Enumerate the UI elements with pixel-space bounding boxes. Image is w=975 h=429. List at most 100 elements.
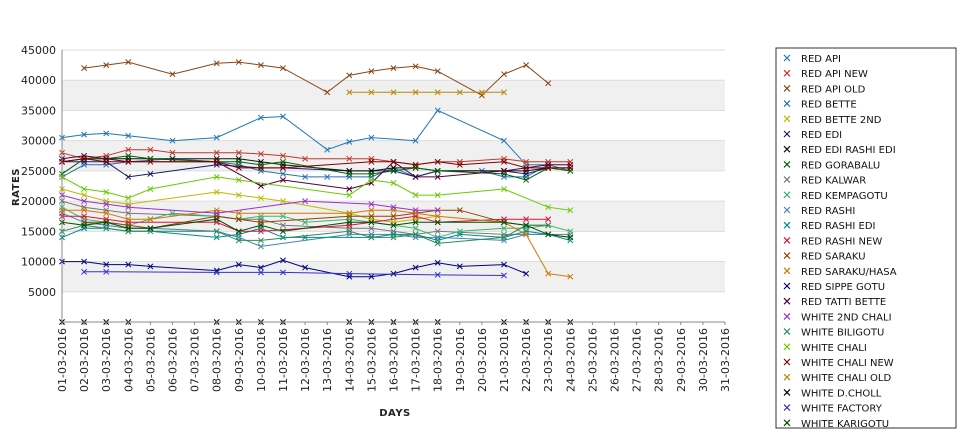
legend-label: RED TATTI BETTE [801, 297, 886, 308]
data-point [567, 234, 574, 241]
data-point [368, 89, 375, 96]
data-point [103, 210, 110, 217]
legend-marker [783, 84, 791, 92]
grid-band [62, 261, 725, 292]
data-point [125, 216, 132, 223]
data-point [125, 152, 132, 159]
legend-item: RED EDI RASHI EDI [783, 145, 896, 156]
legend-marker [783, 54, 791, 62]
data-point [545, 270, 552, 277]
x-tick-label: 14-03-2016 [343, 328, 356, 392]
series-red-bette-2nd [59, 186, 441, 226]
data-point [81, 192, 88, 199]
data-point [368, 273, 375, 280]
data-point [125, 158, 132, 165]
data-point [456, 207, 463, 214]
series-white-chali [59, 173, 574, 214]
data-point [147, 170, 154, 177]
data-point [501, 167, 507, 174]
data-point [368, 134, 375, 141]
data-point [213, 210, 220, 217]
series-line [61, 158, 571, 169]
y-tick-label: 25000 [21, 165, 56, 178]
data-point [456, 231, 463, 238]
data-point [390, 270, 397, 277]
legend-marker [783, 358, 791, 366]
data-point [412, 63, 419, 70]
legend-marker [783, 236, 791, 244]
x-tick-label: 11-03-2016 [277, 328, 290, 392]
data-point [280, 213, 286, 220]
x-tick-label: 28-03-2016 [653, 328, 666, 392]
legend-marker [783, 145, 791, 153]
data-point [169, 149, 176, 156]
data-point [412, 192, 419, 199]
data-point [169, 137, 176, 144]
data-point [81, 198, 88, 205]
data-point [324, 146, 331, 153]
data-point [434, 89, 441, 96]
series-line [84, 61, 549, 96]
data-point [390, 180, 397, 186]
legend-item: RED RASHI [783, 206, 855, 217]
data-point [523, 164, 530, 171]
data-point [456, 263, 463, 270]
data-point [302, 155, 309, 162]
legend-item: WHITE CHALI NEW [783, 358, 894, 369]
legend-label: WHITE BILIGOTU [801, 328, 884, 339]
series-line [62, 259, 527, 278]
series-line [84, 271, 505, 276]
data-point [523, 62, 530, 69]
data-point [147, 158, 154, 165]
x-tick-label: 08-03-2016 [211, 328, 224, 392]
data-point [412, 231, 419, 238]
legend-item: RED KEMPAGOTU [783, 191, 888, 202]
data-point [213, 228, 220, 235]
legend-label: WHITE CHALI NEW [801, 358, 894, 369]
legend-item: RED GORABALU [783, 160, 880, 171]
data-point [213, 134, 220, 141]
legend-label: RED SIPPE GOTU [801, 282, 885, 293]
data-point [545, 204, 552, 211]
data-point [103, 219, 110, 226]
data-point [213, 189, 220, 195]
series-white-chali-new [59, 155, 574, 171]
data-point [501, 272, 507, 279]
legend-label: WHITE CHALI [801, 343, 867, 354]
data-point [434, 259, 441, 266]
data-point [346, 170, 353, 177]
x-tick-label: 23-03-2016 [542, 328, 555, 392]
data-point [147, 216, 154, 223]
data-point [412, 225, 419, 232]
data-point [213, 234, 220, 241]
legend-label: RED KEMPAGOTU [801, 191, 888, 202]
data-point [169, 210, 176, 217]
data-point [412, 219, 419, 226]
data-point [346, 270, 353, 277]
data-point [235, 228, 242, 235]
data-point [257, 228, 264, 235]
data-point [169, 71, 176, 78]
data-point [125, 173, 132, 180]
data-point [169, 155, 176, 162]
x-tick-label: 31-03-2016 [719, 328, 732, 392]
legend-marker [783, 282, 791, 290]
data-point [346, 219, 353, 226]
data-point [390, 167, 397, 174]
data-point [346, 210, 353, 217]
data-point [346, 155, 353, 162]
data-point [125, 146, 132, 153]
data-point [213, 149, 220, 156]
legend-marker [783, 221, 791, 229]
data-point [412, 264, 419, 271]
y-tick-label: 30000 [21, 135, 56, 148]
data-point [213, 269, 220, 276]
data-point [434, 207, 441, 214]
data-point [125, 225, 132, 232]
data-point [280, 113, 286, 120]
legend-item: RED SARAKU/HASA [783, 267, 897, 278]
legend-item: RED BETTE 2ND [783, 115, 882, 126]
data-point [523, 231, 530, 238]
data-point [412, 173, 419, 180]
